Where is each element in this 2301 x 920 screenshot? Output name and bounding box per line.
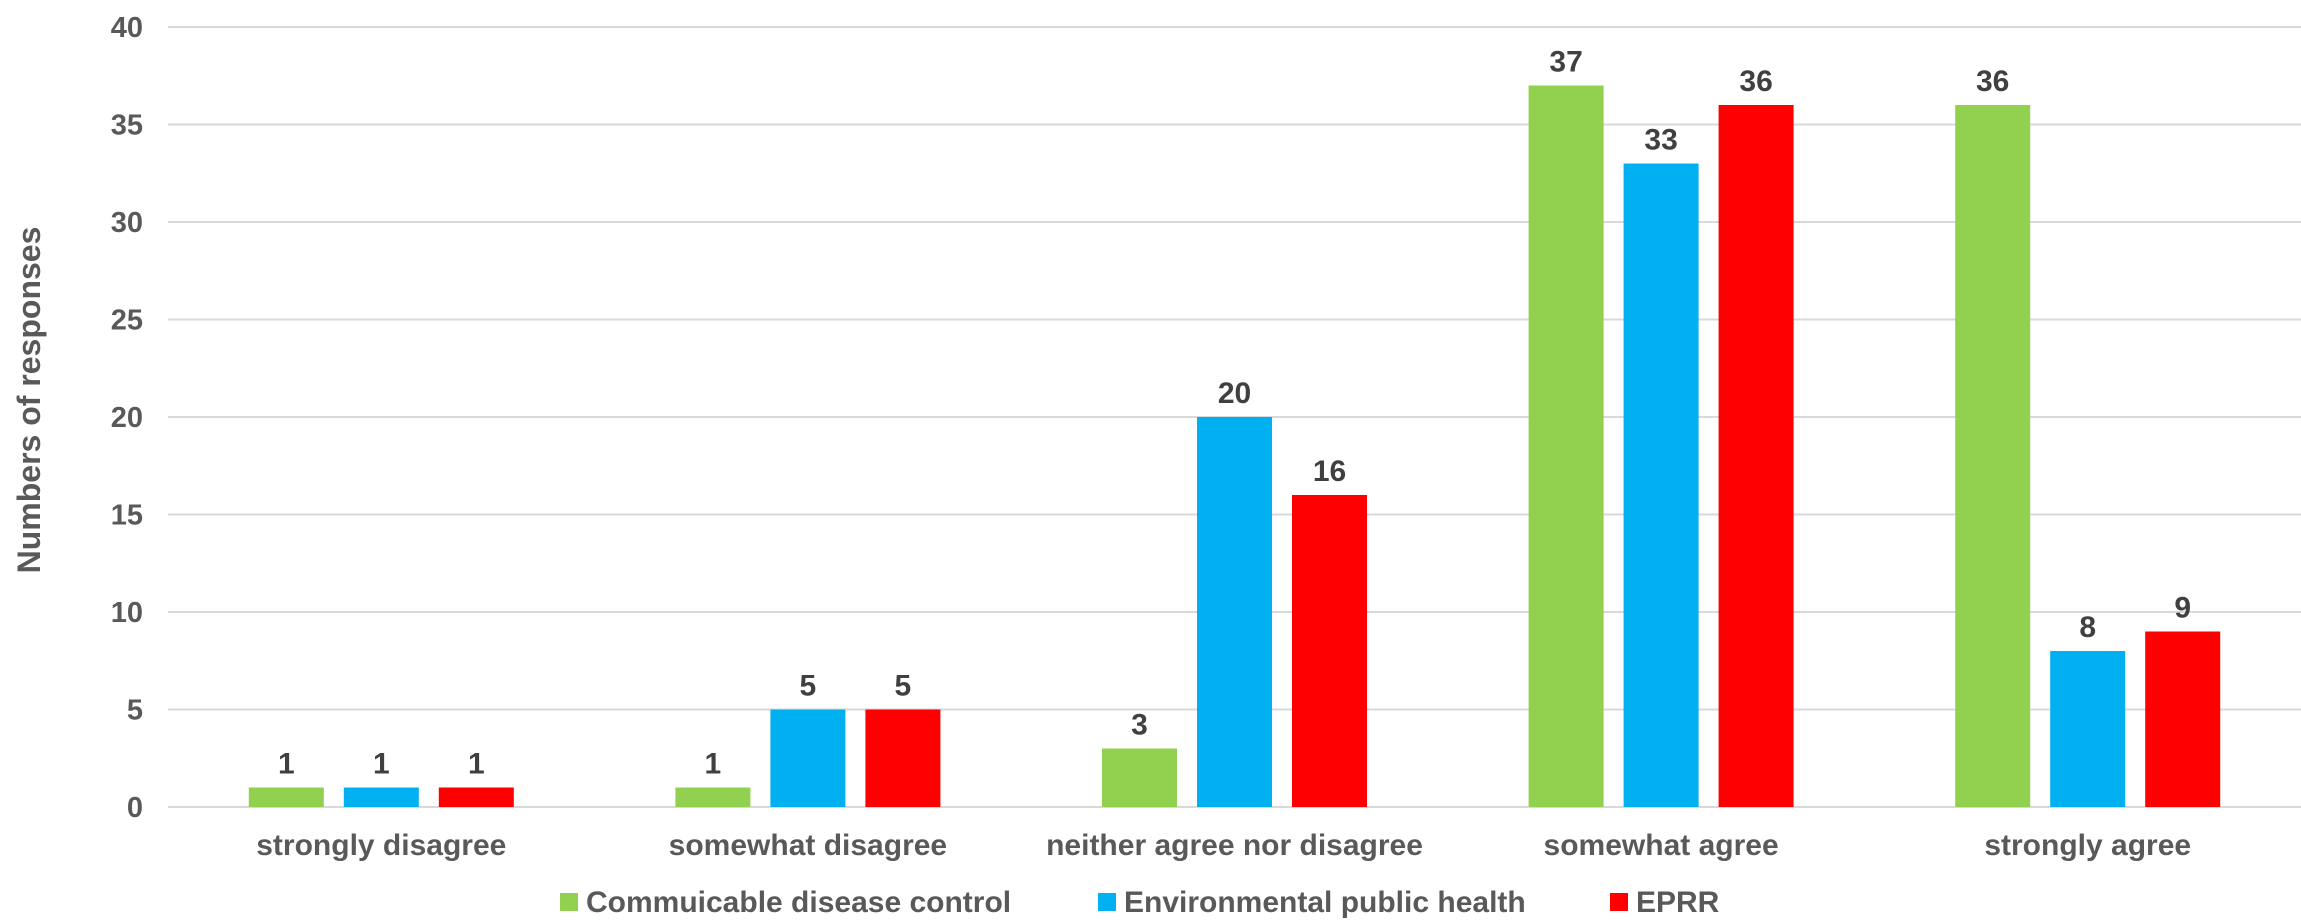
y-tick-label: 40 xyxy=(111,12,143,44)
bar xyxy=(343,787,419,807)
bar-value-label: 1 xyxy=(468,748,485,781)
bar xyxy=(438,787,514,807)
bar xyxy=(675,787,751,807)
x-category-label: neither agree nor disagree xyxy=(1046,829,1423,862)
bar xyxy=(1623,163,1699,807)
bar xyxy=(248,787,324,807)
bar-value-label: 3 xyxy=(1131,709,1148,742)
bar-value-label: 5 xyxy=(800,670,817,703)
legend-swatch xyxy=(560,893,578,911)
data-labels: 1 1 1 1 5 5 3 20 16 37 33 36 36 8 9 xyxy=(278,46,2191,781)
bar xyxy=(1718,105,1794,807)
bar-value-label: 1 xyxy=(373,748,390,781)
bar xyxy=(1955,105,2031,807)
bar xyxy=(1197,417,1272,807)
bars xyxy=(248,85,2221,807)
legend-label: Commuicable disease control xyxy=(586,886,1011,919)
bar-value-label: 8 xyxy=(2079,611,2096,644)
bar-value-label: 9 xyxy=(2174,592,2191,625)
bar-value-label: 5 xyxy=(895,670,912,703)
legend-label: Environmental public health xyxy=(1124,886,1526,919)
bar-value-label: 37 xyxy=(1549,46,1582,79)
x-category-label: somewhat disagree xyxy=(669,829,947,862)
bar xyxy=(865,709,941,807)
x-category-label: somewhat agree xyxy=(1544,829,1779,862)
y-tick-label: 10 xyxy=(111,597,143,629)
bar xyxy=(2145,631,2221,807)
legend-swatch xyxy=(1610,893,1628,911)
legend-label: EPRR xyxy=(1636,886,1720,919)
bar xyxy=(1292,495,1367,807)
bar xyxy=(1528,85,1604,807)
legend-item: EPRR xyxy=(1610,886,1720,919)
bar xyxy=(770,709,846,807)
bar-value-label: 36 xyxy=(1739,65,1772,98)
y-tick-label: 20 xyxy=(111,402,143,434)
y-tick-label: 5 xyxy=(127,695,143,727)
y-tick-label: 30 xyxy=(111,207,143,239)
legend-item: Environmental public health xyxy=(1098,886,1526,919)
bar-value-label: 20 xyxy=(1218,377,1251,410)
bar-value-label: 33 xyxy=(1644,124,1677,157)
x-category-label: strongly agree xyxy=(1984,829,2191,862)
x-category-label: strongly disagree xyxy=(256,829,506,862)
bar-value-label: 1 xyxy=(278,748,295,781)
legend-item: Commuicable disease control xyxy=(560,886,1011,919)
y-tick-label: 15 xyxy=(111,500,143,532)
bar xyxy=(1102,748,1177,807)
bar-value-label: 1 xyxy=(705,748,722,781)
y-tick-label: 35 xyxy=(111,110,143,142)
y-tick-label: 0 xyxy=(127,792,143,824)
y-axis-title: Numbers of responses xyxy=(11,227,47,574)
bar-value-label: 16 xyxy=(1313,455,1346,488)
bar-value-label: 36 xyxy=(1976,65,2009,98)
bar xyxy=(2050,651,2126,807)
y-tick-label: 25 xyxy=(111,305,143,337)
legend-swatch xyxy=(1098,893,1116,911)
legend: Commuicable disease control Environmental… xyxy=(560,886,1720,919)
